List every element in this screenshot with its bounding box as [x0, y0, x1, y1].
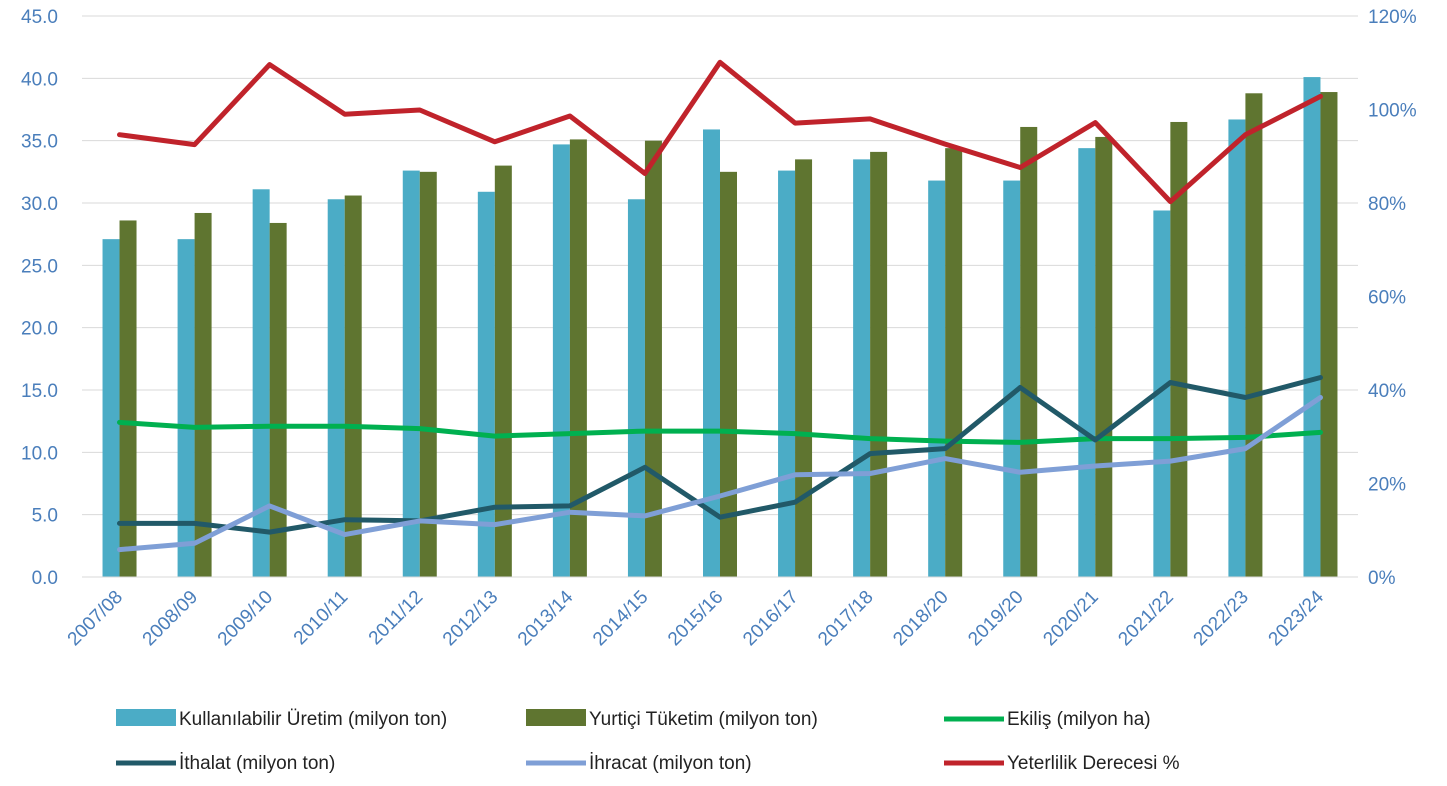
bar	[252, 189, 270, 577]
x-tick-label: 2009/10	[214, 587, 277, 650]
y-left-tick-label: 5.0	[32, 506, 58, 527]
y-right-tick-label: 60%	[1368, 288, 1406, 309]
bar	[627, 199, 645, 577]
bar	[853, 159, 871, 577]
x-tick-label: 2014/15	[589, 587, 652, 650]
x-tick-label: 2012/13	[439, 587, 502, 650]
x-tick-label: 2019/20	[964, 587, 1027, 650]
x-tick-label: 2007/08	[64, 587, 127, 650]
legend-swatch	[116, 709, 176, 726]
bar	[870, 151, 888, 578]
x-tick-label: 2011/12	[365, 587, 427, 649]
y-right-tick-label: 20%	[1368, 475, 1406, 496]
y-left-tick-label: 35.0	[21, 132, 58, 153]
legend-label: İhracat (milyon ton)	[589, 753, 752, 774]
x-tick-label: 2008/09	[139, 587, 202, 650]
bars	[102, 77, 1338, 578]
legend-swatch	[526, 709, 586, 726]
y-left-tick-label: 45.0	[21, 7, 58, 28]
bar	[344, 195, 362, 577]
legend-label: Yurtiçi Tüketim (milyon ton)	[589, 709, 818, 730]
bar	[795, 159, 813, 577]
bar	[720, 171, 737, 578]
series-line	[117, 419, 1323, 445]
y-left-tick-label: 40.0	[21, 69, 58, 90]
bar	[1320, 92, 1338, 578]
legend: Kullanılabilir Üretim (milyon ton) Yurtiç…	[116, 709, 1180, 774]
legend-label: Kullanılabilir Üretim (milyon ton)	[179, 709, 447, 730]
legend-label: İthalat (milyon ton)	[179, 753, 335, 774]
x-tick-label: 2020/21	[1039, 587, 1102, 650]
x-tick-label: 2016/17	[739, 587, 802, 650]
bar	[1228, 119, 1246, 578]
bar	[1078, 148, 1096, 577]
bar	[1303, 77, 1321, 577]
y-right-tick-label: 100%	[1368, 101, 1417, 122]
bar	[1003, 180, 1021, 577]
bar	[119, 220, 137, 577]
series-line	[117, 59, 1323, 205]
bar	[1170, 121, 1188, 577]
bar	[327, 199, 345, 577]
bar	[552, 144, 570, 577]
x-tick-label: 2018/20	[889, 587, 952, 650]
x-tick-label: 2021/22	[1114, 587, 1177, 650]
bar	[194, 212, 212, 577]
y-right-tick-label: 120%	[1368, 7, 1417, 28]
y-right-tick-label: 40%	[1368, 381, 1406, 402]
y-left-tick-label: 30.0	[21, 194, 58, 215]
y-left-tick-label: 25.0	[21, 256, 58, 277]
y-left-tick-label: 0.0	[32, 568, 58, 589]
y-left-tick-label: 20.0	[21, 319, 58, 340]
bar	[1245, 93, 1263, 577]
series-line	[117, 395, 1323, 553]
bar	[703, 129, 720, 578]
lines	[117, 59, 1323, 553]
legend-label: Ekiliş (milyon ha)	[1007, 709, 1151, 730]
x-tick-label: 2013/14	[514, 586, 578, 650]
bar	[1153, 210, 1171, 578]
y-left-tick-label: 10.0	[21, 443, 58, 464]
bar	[945, 148, 963, 577]
bar	[102, 239, 120, 578]
legend-label: Yeterlilik Derecesi %	[1007, 753, 1180, 774]
bar	[419, 171, 437, 578]
bar	[778, 170, 796, 577]
bar	[569, 139, 587, 578]
x-tick-label: 2010/11	[290, 587, 352, 649]
x-tick-label: 2022/23	[1190, 587, 1253, 650]
bar	[269, 222, 287, 578]
y-right-tick-label: 80%	[1368, 194, 1406, 215]
bar	[494, 165, 512, 577]
bar	[1020, 126, 1038, 577]
bar	[477, 191, 495, 577]
bar	[1095, 136, 1113, 577]
y-left-tick-label: 15.0	[21, 381, 58, 402]
y-right-tick-label: 0%	[1368, 568, 1396, 589]
bar	[928, 180, 946, 577]
x-tick-label: 2017/18	[814, 587, 877, 650]
x-tick-label: 2023/24	[1265, 586, 1329, 650]
bar	[177, 239, 195, 578]
bar	[402, 170, 420, 577]
x-tick-label: 2015/16	[664, 587, 727, 650]
